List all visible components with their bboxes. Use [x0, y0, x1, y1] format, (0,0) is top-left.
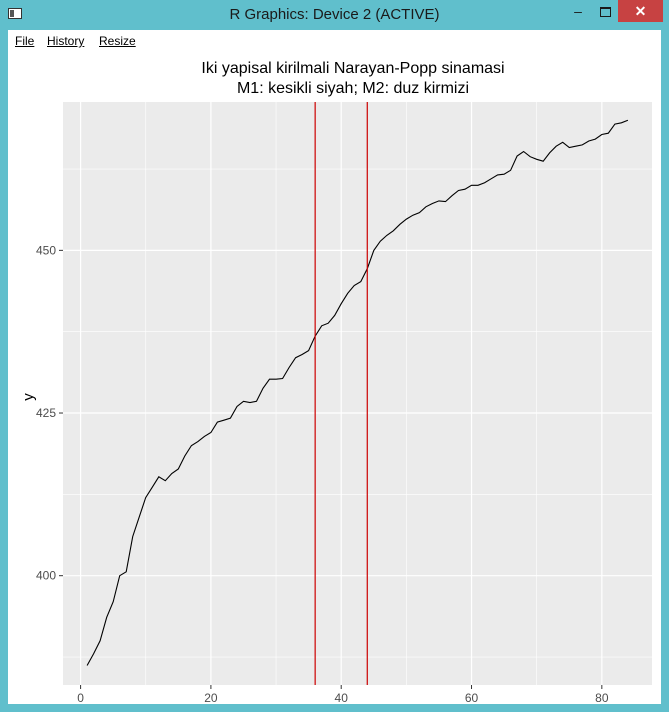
break-lines — [314, 102, 368, 685]
menu-resize[interactable]: Resize — [99, 34, 136, 48]
menu-file[interactable]: File — [15, 34, 35, 48]
close-button[interactable]: ✕ — [618, 0, 663, 22]
x-tick-label: 0 — [77, 691, 84, 704]
chart-title: Iki yapisal kirilmali Narayan-Popp sinam… — [201, 60, 504, 77]
y-tick-label: 450 — [36, 243, 56, 257]
series-line — [86, 119, 629, 666]
y-axis-label: y — [20, 393, 37, 401]
series-group — [86, 119, 629, 666]
grid-major — [63, 102, 652, 685]
grid-minor — [63, 102, 652, 685]
window-icon[interactable] — [8, 8, 22, 19]
x-tick-label: 40 — [335, 691, 349, 704]
y-tick-label: 400 — [36, 569, 56, 583]
x-tick-label: 20 — [204, 691, 218, 704]
window-title: R Graphics: Device 2 (ACTIVE) — [229, 6, 440, 23]
client-area: File History Resize Iki yapisal kirilmal… — [8, 30, 661, 712]
maximize-icon — [599, 7, 611, 18]
chart-svg: Iki yapisal kirilmali Narayan-Popp sinam… — [20, 60, 652, 712]
x-axis-label: an — [350, 702, 367, 704]
minimize-icon: – — [574, 3, 582, 19]
x-tick-label: 80 — [595, 691, 609, 704]
maximize-button[interactable] — [590, 0, 620, 22]
title-bar[interactable]: R Graphics: Device 2 (ACTIVE) – ✕ — [0, 0, 669, 30]
close-icon: ✕ — [634, 3, 647, 19]
minimize-button[interactable]: – — [563, 0, 593, 22]
menu-history[interactable]: History — [47, 34, 85, 48]
menu-bar: File History Resize — [8, 30, 661, 51]
plot-area: Iki yapisal kirilmali Narayan-Popp sinam… — [8, 51, 661, 712]
plot-panel — [63, 102, 652, 685]
y-tick-label: 425 — [36, 406, 56, 420]
axis-ticks: 0 20 40 60 80 400 425 450 — [36, 243, 609, 705]
chart-subtitle: M1: kesikli siyah; M2: duz kirmizi — [237, 80, 469, 97]
x-tick-label: 60 — [465, 691, 479, 704]
